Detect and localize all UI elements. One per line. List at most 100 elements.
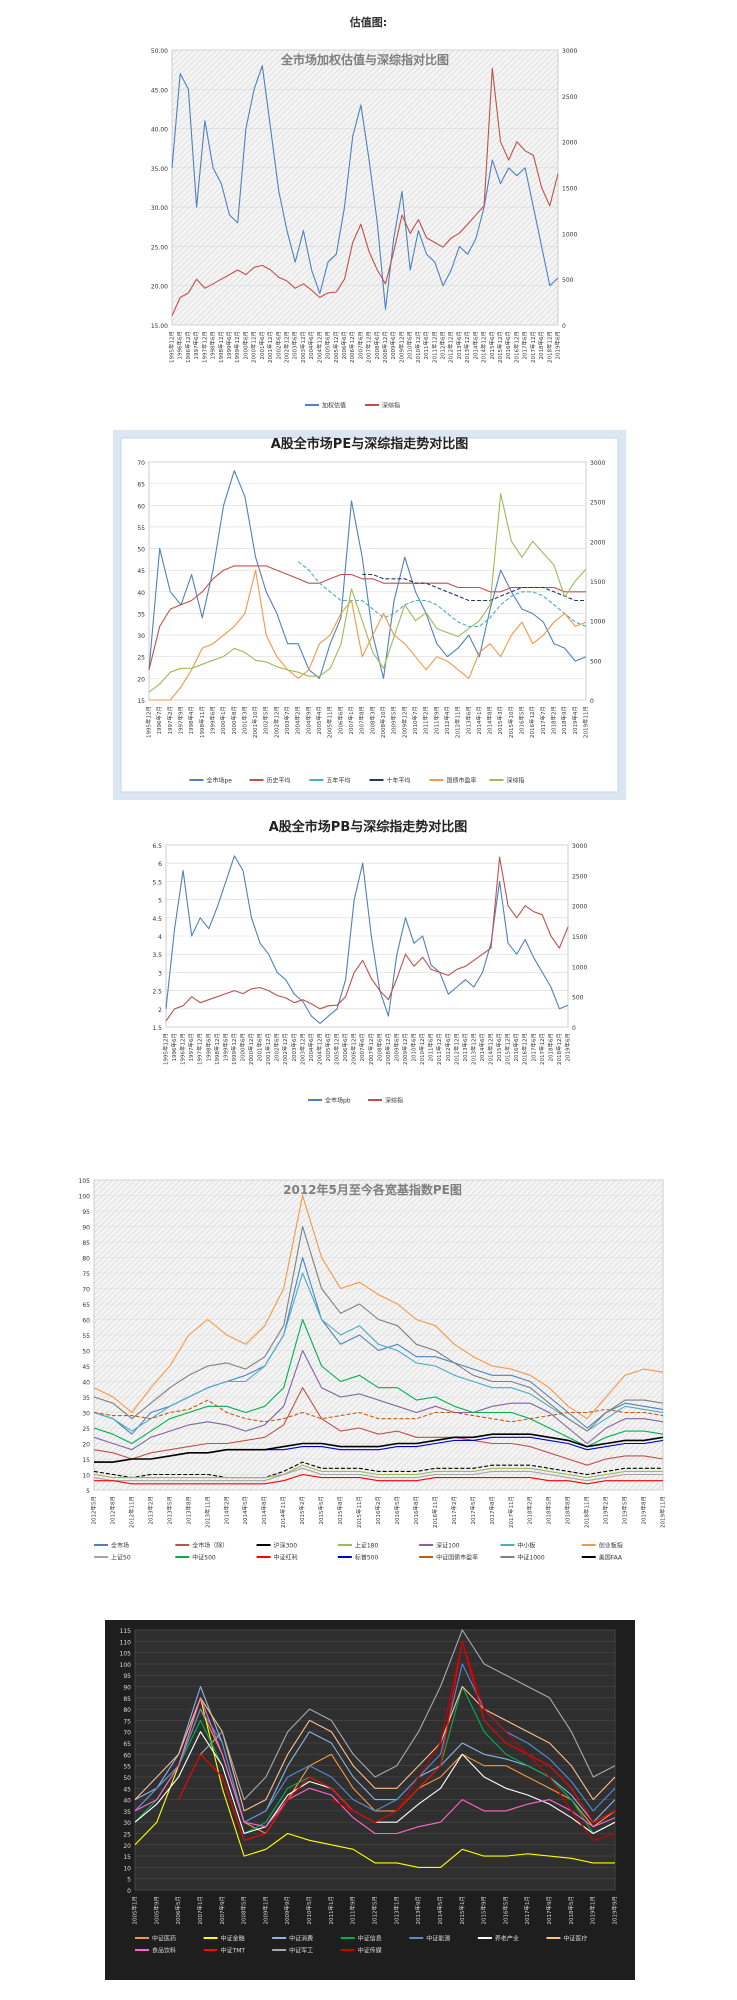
x-tick-label: 2018年6月: [546, 1033, 554, 1062]
series-line-10: [331, 1640, 616, 1841]
y2-tick-label: 1000: [562, 231, 577, 238]
y2-tick-label: 3000: [590, 460, 605, 467]
y-tick-label: 40: [82, 1380, 90, 1387]
x-tick-label: 2013年6月: [464, 706, 472, 735]
series-line-13: [94, 1433, 664, 1463]
series-line-1: [93, 1387, 664, 1466]
x-tick-label: 2006年6月: [340, 331, 348, 360]
legend-label: 深证100: [436, 1542, 460, 1550]
y-tick-label: 5: [158, 898, 162, 905]
x-tick-label: 2010年6月: [410, 1033, 418, 1062]
x-tick-label: 2008年10月: [379, 706, 387, 738]
legend-label: 十年平均: [387, 777, 411, 785]
x-tick-label: 2012年11月: [127, 1496, 135, 1528]
x-tick-label: 2001年12月: [264, 1033, 272, 1065]
y-tick-label: 85: [123, 1696, 131, 1703]
y-tick-label: 25.00: [151, 244, 168, 251]
x-tick-label: 2019年5月: [621, 1496, 629, 1525]
x-tick-label: 2011年12月: [430, 331, 438, 363]
x-tick-label: 1998年6月: [209, 331, 217, 360]
x-tick-label: 2013年11月: [203, 1496, 211, 1528]
x-tick-label: 2015年2月: [298, 1496, 306, 1525]
x-tick-label: 2005年6月: [324, 331, 332, 360]
x-tick-label: 2017年5月: [469, 1496, 477, 1525]
y-tick-label: 50: [123, 1775, 131, 1782]
x-tick-label: 1999年6月: [208, 706, 216, 735]
y-tick-label: 20: [82, 1442, 90, 1449]
x-tick-label: 2013年8月: [184, 1496, 192, 1525]
x-tick-label: 1995年12月: [162, 1033, 170, 1065]
x-tick-label: 2013年6月: [461, 1033, 469, 1062]
x-tick-label: 2014年5月: [241, 1496, 249, 1525]
x-tick-label: 2005年12月: [333, 1033, 341, 1065]
x-tick-label: 2012年8月: [108, 1496, 116, 1525]
y-tick-label: 30: [123, 1820, 131, 1827]
x-tick-label: 2010年6月: [406, 331, 414, 360]
x-tick-label: 2016年5月: [501, 1896, 509, 1925]
x-tick-label: 2006年6月: [341, 1033, 349, 1062]
series-line-7: [134, 1697, 616, 1835]
x-tick-label: 2016年12月: [528, 706, 536, 738]
x-tick-label: 2016年6月: [512, 1033, 520, 1062]
chart-svg: 70 65 60 55 50 45 40 35 30 25 20 15 3000 2500 2000 1500…: [113, 430, 626, 800]
x-tick-label: 1996年6月: [170, 1033, 178, 1062]
y-tick-label: 115: [120, 1628, 132, 1635]
legend-label: 深综指: [382, 402, 400, 410]
x-tick-label: 2015年1月: [458, 1896, 466, 1925]
y-tick-label: 2.5: [152, 989, 162, 996]
y-tick-label: 5: [86, 1488, 90, 1495]
y-tick-label: 6: [158, 861, 162, 868]
y-tick-label: 55: [137, 525, 145, 532]
legend-label: 上证180: [355, 1542, 379, 1550]
chart-svg: 50.00 45.00 40.00 35.00 30.00 25.00 20.00 15.00…: [151, 48, 578, 410]
x-tick-label: 2012年12月: [452, 1033, 460, 1065]
x-tick-label: 2019年11月: [659, 1496, 667, 1528]
y-tick-label: 95: [82, 1209, 90, 1216]
y-tick-label: 65: [137, 482, 145, 489]
legend-label: 中证传媒: [358, 1947, 382, 1955]
plot-area: [134, 1629, 616, 1891]
x-tick-label: 2014年12月: [480, 331, 488, 363]
y-tick-label: 25: [137, 655, 145, 662]
x-tick-label: 2019年4月: [571, 706, 579, 735]
y-tick-label: 0: [127, 1888, 131, 1895]
series-line-6: [134, 1685, 616, 1812]
legend-label: 中证1000: [517, 1554, 544, 1562]
x-tick-label: 2019年6月: [564, 1033, 572, 1062]
y-tick-label: 40: [137, 590, 145, 597]
x-tick-label: 2001年10月: [251, 706, 259, 738]
x-tick-label: 2008年6月: [375, 1033, 383, 1062]
y-tick-label: 45: [137, 568, 145, 575]
y-tick-label: 15: [82, 1457, 90, 1464]
x-tick-label: 2003年7月: [283, 706, 291, 735]
x-tick-label: 2014年8月: [260, 1496, 268, 1525]
x-tick-label: 2016年6月: [504, 331, 512, 360]
x-tick-label: 2012年5月: [90, 1496, 98, 1525]
series-line-4: [149, 569, 587, 701]
y2-tick-label: 500: [590, 658, 602, 665]
y-tick-label: 105: [120, 1651, 132, 1658]
legend-label: 深综指: [385, 1097, 403, 1105]
y-tick-label: 6.5: [152, 843, 162, 850]
x-tick-label: 2000年8月: [230, 706, 238, 735]
page-heading: 估值图:: [349, 16, 388, 29]
chart-broad-index-pe: 105 100 95 90 85 80 75 70 65 60 55 50 45 40 35 30 25 20 15…: [60, 1170, 685, 1600]
legend-label: 全市场: [111, 1542, 129, 1550]
x-tick-label: 2016年5月: [518, 706, 526, 735]
x-tick-label: 2012年6月: [439, 331, 447, 360]
x-tick-label: 2012年6月: [444, 1033, 452, 1062]
series-line-0: [165, 855, 569, 1024]
y-tick-label: 10: [82, 1473, 90, 1480]
x-tick-label: 2013年12月: [469, 1033, 477, 1065]
x-tick-label: 2009年9月: [283, 1896, 291, 1925]
x-tick-label: 2004年12月: [315, 1033, 323, 1065]
y-tick-label: 45: [82, 1364, 90, 1371]
legend-label: 美国FAA: [599, 1554, 623, 1562]
x-tick-label: 1999年6月: [225, 331, 233, 360]
y2-tick-label: 2500: [562, 94, 577, 101]
y2-tick-label: 0: [562, 323, 566, 330]
x-tick-label: 2018年9月: [560, 706, 568, 735]
x-tick-label: 2006年12月: [350, 1033, 358, 1065]
legend-label: 加权估值: [322, 402, 346, 410]
chart-sector-index-pe: 115 110 105 100 95 90 85 80 75 70 65 60 55 50 45 40 35 30…: [105, 1620, 635, 1980]
